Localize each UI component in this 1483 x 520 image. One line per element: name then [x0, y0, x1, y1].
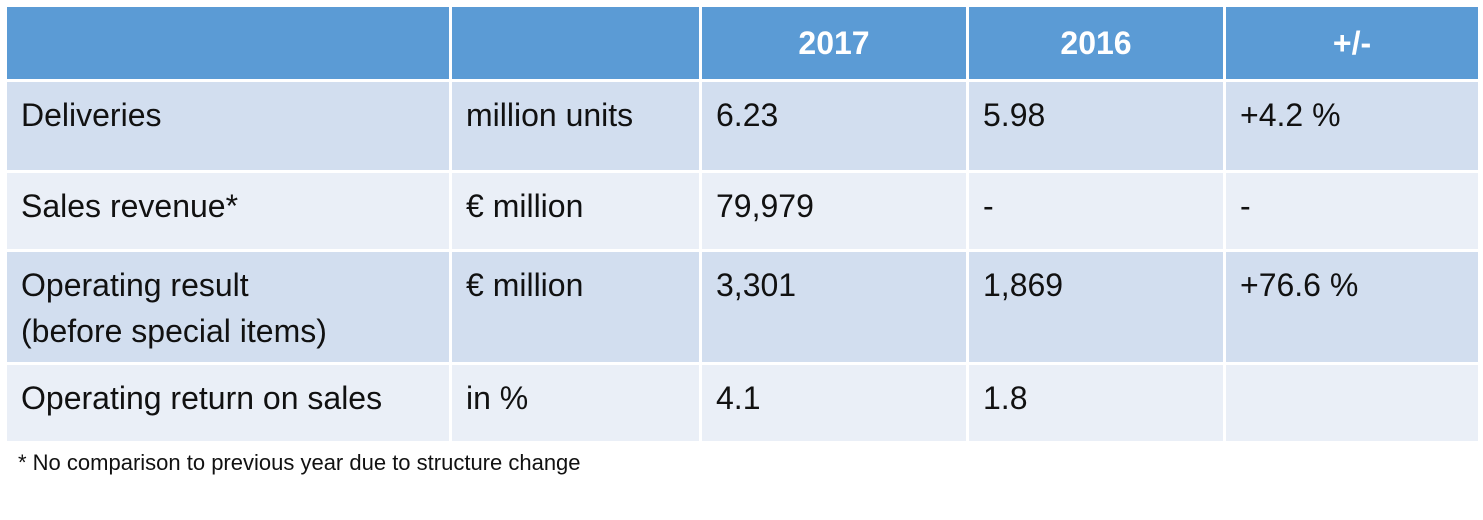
table-row-deliveries: Deliveries million units 6.23 5.98 +4.2 … — [4, 79, 1481, 173]
row-label: Operating return on sales — [4, 362, 452, 444]
row-label: Deliveries — [4, 79, 452, 173]
header-cell-change: +/- — [1223, 4, 1481, 82]
row-value-2017: 4.1 — [699, 362, 969, 444]
row-value-2016: 1,869 — [966, 249, 1226, 365]
row-unit: in % — [449, 362, 702, 444]
row-label: Sales revenue* — [4, 170, 452, 252]
header-cell-2016: 2016 — [966, 4, 1226, 82]
row-value-2017: 79,979 — [699, 170, 969, 252]
row-unit: million units — [449, 79, 702, 173]
row-change: +4.2 % — [1223, 79, 1481, 173]
row-value-2017: 6.23 — [699, 79, 969, 173]
row-unit: € million — [449, 249, 702, 365]
row-value-2016: 1.8 — [966, 362, 1226, 444]
results-table: 2017 2016 +/- Deliveries million units 6… — [4, 4, 1481, 444]
row-value-2016: 5.98 — [966, 79, 1226, 173]
row-value-2017: 3,301 — [699, 249, 969, 365]
header-cell-2017: 2017 — [699, 4, 969, 82]
row-value-2016: - — [966, 170, 1226, 252]
table-row-operating-result: Operating result (before special items) … — [4, 249, 1481, 365]
footnote: * No comparison to previous year due to … — [18, 450, 581, 475]
row-change — [1223, 362, 1481, 444]
table-row-operating-return: Operating return on sales in % 4.1 1.8 — [4, 362, 1481, 444]
row-unit: € million — [449, 170, 702, 252]
row-change: - — [1223, 170, 1481, 252]
table-header-row: 2017 2016 +/- — [4, 4, 1481, 82]
results-table-container: 2017 2016 +/- Deliveries million units 6… — [4, 4, 1481, 444]
row-label: Operating result (before special items) — [4, 249, 452, 365]
header-cell-label — [4, 4, 452, 82]
row-change: +76.6 % — [1223, 249, 1481, 365]
table-row-sales-revenue: Sales revenue* € million 79,979 - - — [4, 170, 1481, 252]
header-cell-unit — [449, 4, 702, 82]
